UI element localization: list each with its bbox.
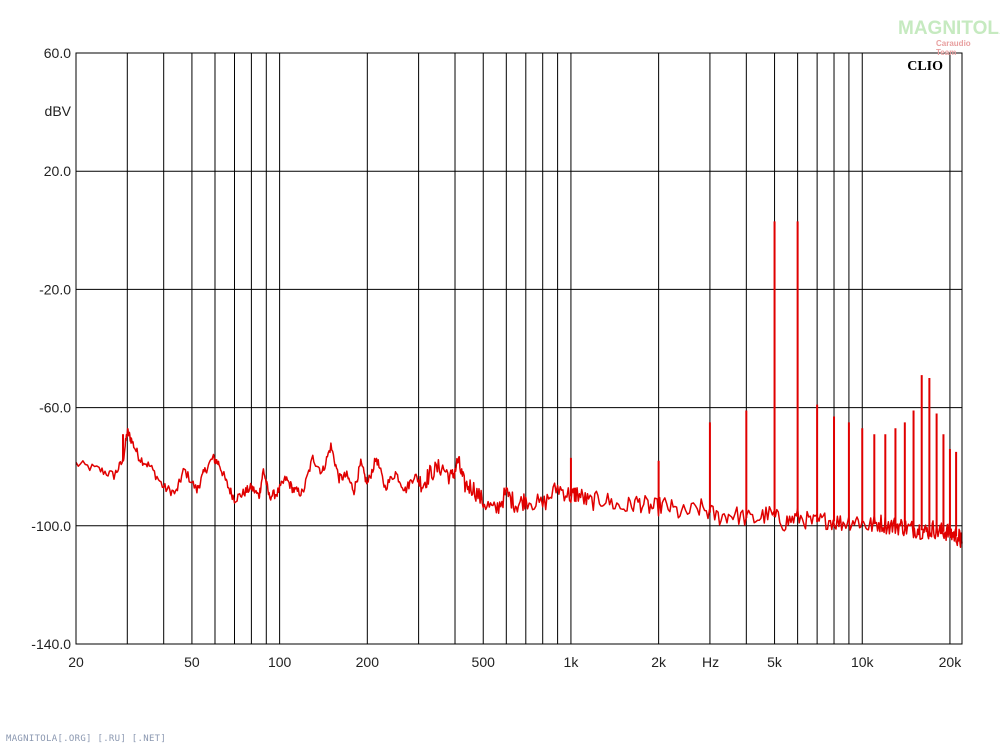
y-tick-label: -100.0 <box>31 518 71 534</box>
clio-watermark: CLIO <box>907 59 943 74</box>
x-tick-label: 20k <box>939 654 963 670</box>
y-tick-label: 60.0 <box>44 45 71 61</box>
x-tick-label: 20 <box>68 654 84 670</box>
y-tick-label: -140.0 <box>31 636 71 652</box>
y-tick-label: -20.0 <box>39 281 71 297</box>
brand-logo-subtext: Caraudio Team <box>936 39 971 57</box>
y-tick-label: -60.0 <box>39 400 71 416</box>
x-tick-label: 2k <box>651 654 667 670</box>
x-tick-label: 50 <box>184 654 200 670</box>
brand-logo-text: MAGNITOLA <box>898 18 1000 39</box>
x-axis-label: Hz <box>702 654 719 670</box>
tick-labels: 20 50 100 200 500 1k 2k 5k 10k 20k 60.0 20.0 -20.0 -6… <box>31 45 962 670</box>
x-tick-label: 200 <box>356 654 380 670</box>
x-tick-label: 100 <box>268 654 292 670</box>
plot-frame <box>75 52 963 645</box>
series-line <box>75 427 963 548</box>
x-tick-label: 500 <box>472 654 496 670</box>
y-tick-label: 20.0 <box>44 163 71 179</box>
x-tick-label: 1k <box>564 654 580 670</box>
y-axis-label: dBV <box>45 103 72 119</box>
major-gridlines <box>76 53 962 644</box>
series-area <box>75 221 963 548</box>
brand-logo: MAGNITOLA Caraudio Team <box>898 18 1000 57</box>
x-tick-label: 10k <box>851 654 875 670</box>
x-tick-label: 5k <box>767 654 783 670</box>
footer-watermark: MAGNITOLA[.ORG] [.RU] [.NET] <box>6 734 167 744</box>
